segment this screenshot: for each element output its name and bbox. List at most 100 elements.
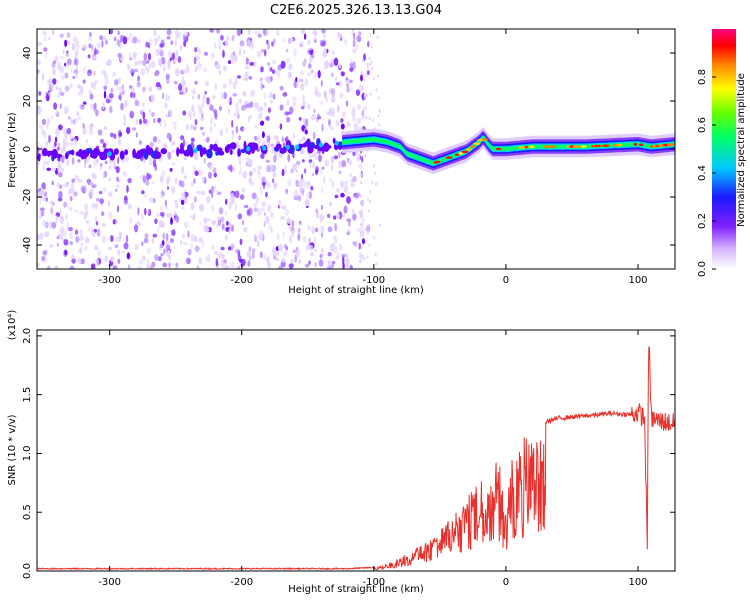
noise-speck [64, 249, 68, 256]
noise-speck [368, 116, 371, 121]
noise-speck [210, 104, 214, 111]
noise-speck [213, 122, 216, 127]
noise-speck [194, 170, 199, 176]
noise-speck [183, 156, 187, 161]
noise-speck [267, 196, 271, 200]
noise-speck [155, 48, 160, 57]
noise-speck [147, 52, 152, 61]
noise-speck [157, 225, 160, 233]
noise-speck [208, 164, 213, 171]
ridge-blob [215, 151, 220, 156]
noise-speck [197, 93, 200, 100]
noise-speck [309, 244, 314, 251]
noise-speck [170, 40, 174, 46]
noise-speck [127, 177, 132, 184]
noise-speck [242, 127, 245, 132]
noise-speck [272, 247, 276, 256]
noise-speck [212, 94, 216, 100]
noise-speck [105, 39, 108, 45]
noise-speck [328, 201, 333, 207]
noise-speck [99, 35, 104, 41]
noise-speck [304, 118, 309, 127]
noise-speck [256, 210, 262, 217]
noise-speck [219, 129, 224, 137]
noise-speck [188, 110, 192, 115]
noise-speck [284, 111, 289, 116]
noise-speck [79, 235, 84, 241]
noise-speck [289, 235, 292, 244]
noise-speck [260, 82, 264, 91]
noise-speck [55, 86, 59, 91]
noise-speck [356, 228, 361, 233]
noise-speck [349, 172, 352, 178]
noise-speck [154, 218, 158, 225]
noise-speck [281, 37, 286, 43]
noise-speck [337, 104, 340, 113]
noise-speck [179, 91, 184, 95]
ridge-blob [55, 153, 63, 158]
noise-speck [41, 255, 46, 262]
noise-speck [68, 142, 74, 146]
noise-speck [44, 221, 49, 229]
noise-speck [182, 139, 186, 148]
noise-speck [198, 257, 203, 265]
noise-speck [239, 262, 242, 267]
noise-speck [315, 166, 319, 174]
noise-speck [373, 77, 375, 81]
noise-speck [108, 165, 112, 170]
noise-speck [339, 79, 343, 87]
noise-speck [59, 215, 65, 224]
noise-speck [235, 108, 240, 116]
noise-speck [354, 193, 359, 199]
noise-speck [159, 174, 164, 183]
noise-speck [321, 29, 326, 34]
noise-speck [186, 257, 191, 265]
noise-speck [37, 146, 40, 154]
noise-speck [231, 224, 234, 232]
noise-speck [95, 109, 99, 117]
noise-speck [282, 231, 286, 238]
noise-speck [146, 172, 150, 181]
spectrogram-ylabel: Frequency (Hz) [7, 112, 18, 188]
noise-speck [231, 120, 234, 128]
noise-speck [93, 184, 97, 189]
noise-speck [363, 78, 366, 82]
noise-speck [153, 198, 156, 204]
noise-speck [69, 241, 73, 246]
ridge-blob [101, 151, 108, 160]
noise-speck [194, 118, 198, 126]
noise-speck [75, 49, 79, 56]
noise-speck [154, 254, 159, 261]
noise-speck [307, 224, 311, 231]
ridge-blob [306, 138, 311, 149]
noise-speck [248, 76, 253, 80]
ridge-core [342, 135, 675, 166]
ridge-hotspot [530, 145, 535, 148]
noise-speck [281, 136, 285, 143]
ridge-hotspot [581, 145, 587, 148]
noise-speck [180, 180, 185, 188]
noise-speck [263, 212, 266, 216]
noise-speck [41, 72, 45, 81]
noise-speck [321, 41, 326, 47]
noise-speck [97, 249, 102, 258]
noise-speck [329, 126, 334, 131]
noise-speck [194, 80, 198, 85]
noise-speck [369, 62, 372, 66]
noise-speck [281, 205, 287, 210]
noise-speck [297, 79, 300, 83]
noise-speck [113, 37, 117, 42]
noise-speck [352, 176, 357, 183]
ridge-dot [262, 145, 267, 151]
noise-speck [74, 138, 78, 146]
noise-speck [298, 117, 302, 121]
noise-speck [135, 118, 139, 125]
noise-speck [321, 186, 324, 194]
noise-speck [143, 237, 149, 244]
noise-speck [238, 49, 242, 57]
noise-speck [138, 140, 143, 145]
noise-speck [146, 263, 150, 269]
noise-speck [273, 181, 276, 186]
ridge-blob [154, 151, 162, 159]
noise-speck [114, 166, 118, 170]
